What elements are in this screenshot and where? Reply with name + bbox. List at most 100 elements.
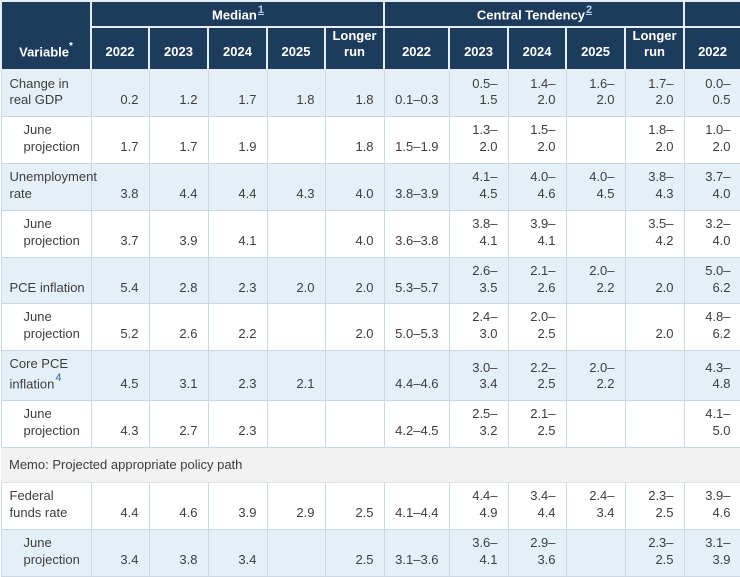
range-group-header-clipped [683,0,740,28]
value-cell: 3.9 [207,482,268,530]
median-group-header: Median1 [89,0,386,28]
variable-label: Variable [19,44,69,60]
year-header: 2024 [207,26,268,71]
table-row: June projection 1.7 1.7 1.9 1.8 1.5–1.9 … [0,116,740,165]
value-cell: 3.5–4.2 [624,209,685,258]
value-cell: 3.4–4.4 [507,482,567,530]
value-cell: 3.6–4.1 [448,528,509,577]
table-row: Core PCE inflation4 4.5 3.1 2.3 2.1 4.4–… [0,350,740,402]
table-row: June projection 3.7 3.9 4.1 4.0 3.6–3.8 … [0,209,740,258]
value-cell: 2.4–3.0 [448,303,509,352]
value-cell: 2.5 [324,482,385,530]
value-cell: 2.3 [207,256,268,305]
value-cell: 2.2 [207,303,268,352]
row-label: June projection [0,116,92,165]
value-cell: 1.2 [148,68,209,118]
value-cell: 3.1–3.9 [683,528,740,577]
value-cell [266,303,326,352]
row-label: Core PCE inflation4 [0,350,92,402]
row-label: Unemployment rate [0,163,97,211]
value-cell: 1.8 [266,68,326,118]
value-cell: 0.2 [90,68,150,118]
value-cell: 2.6 [148,303,209,352]
value-cell: 2.6–3.5 [448,256,509,305]
value-cell [565,116,626,165]
year-header: 2025 [266,26,326,71]
value-cell [266,400,326,449]
value-cell: 5.0–5.3 [383,303,450,352]
value-cell: 3.9 [148,209,209,258]
value-cell: 1.9 [207,116,268,165]
value-cell: 4.3–4.8 [683,350,740,402]
value-cell: 1.8 [324,116,385,165]
row-label: June projection [0,209,92,258]
year-header: 2022 [383,26,451,71]
value-cell: 3.8–3.9 [383,163,450,211]
variable-footnote-mark: * [68,41,73,53]
value-cell: 3.7–4.0 [683,163,740,211]
value-cell: 2.0 [324,303,385,352]
value-cell: 4.2–4.5 [383,400,450,449]
value-cell: 2.0 [324,256,385,305]
value-cell: 2.3 [207,350,268,402]
value-cell: 1.7 [207,68,268,118]
value-cell: 5.4 [90,256,150,305]
value-cell: 3.8 [148,528,209,577]
value-cell: 2.3 [207,400,268,449]
value-cell: 5.0–6.2 [683,256,740,305]
value-cell: 4.4 [207,163,268,211]
value-cell: 2.9–3.6 [507,528,567,577]
value-cell [624,350,685,402]
table-row: Federal funds rate 4.4 4.6 3.9 2.9 2.5 4… [0,482,740,530]
value-cell: 4.6 [148,482,209,530]
value-cell: 2.7 [148,400,209,449]
value-cell [624,400,685,449]
value-cell: 1.6–2.0 [565,68,626,118]
value-cell [565,209,626,258]
value-cell: 3.0–3.4 [448,350,509,402]
value-cell: 0.5–1.5 [448,68,509,118]
row-label: PCE inflation [0,256,92,305]
value-cell: 2.4–3.4 [565,482,626,530]
value-cell: 3.1–3.6 [383,528,450,577]
footnote-2-link[interactable]: 2 [586,4,593,17]
value-cell: 1.8 [324,68,385,118]
year-header: 2023 [148,26,209,71]
value-cell: 4.1–4.4 [383,482,450,530]
year-header: Longer run [323,26,386,71]
value-cell: 1.5–2.0 [507,116,567,165]
value-cell [324,400,385,449]
memo-row: Memo: Projected appropriate policy path [1,447,740,484]
value-cell: 3.4 [90,528,150,577]
value-cell: 2.9 [266,482,326,530]
value-cell: 4.4 [148,163,209,211]
value-cell: 4.4–4.9 [448,482,509,530]
value-cell: 4.3 [90,400,150,449]
year-header: 2024 [507,26,568,71]
value-cell: 2.1–2.5 [507,400,567,449]
memo-label: Memo: Projected appropriate policy path [1,447,740,484]
value-cell: 0.0–0.5 [683,68,740,118]
value-cell: 4.1–4.5 [448,163,509,211]
value-cell: 4.0 [324,209,385,258]
value-cell [266,116,326,165]
value-cell: 1.5–1.9 [383,116,450,165]
value-cell: 2.2–2.5 [507,350,567,402]
value-cell: 4.5 [90,350,150,402]
value-cell: 2.3–2.5 [624,528,685,577]
value-cell: 2.0–2.5 [507,303,567,352]
table-row: PCE inflation 5.4 2.8 2.3 2.0 2.0 5.3–5.… [0,256,740,305]
value-cell: 2.0–2.2 [565,350,626,402]
footnote-1-link[interactable]: 1 [257,4,264,17]
value-cell: 2.8 [148,256,209,305]
value-cell: 3.8–4.3 [624,163,685,211]
value-cell: 4.8–6.2 [683,303,740,352]
value-cell: 3.8–4.1 [448,209,509,258]
table-row: Change in real GDP 0.2 1.2 1.7 1.8 1.8 0… [0,68,740,118]
value-cell [266,528,326,577]
year-header: 2023 [448,26,510,71]
value-cell: 2.0 [624,303,685,352]
footnote-4-link[interactable]: 4 [55,372,62,385]
central-tendency-group-header: Central Tendency2 [383,0,686,28]
